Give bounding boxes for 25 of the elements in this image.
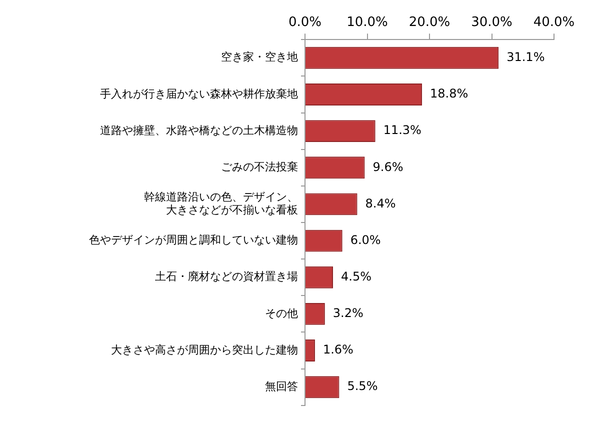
y-tick-label: ごみの不法投棄 — [221, 160, 298, 174]
y-tick-label: 土石・廃材などの資材置き場 — [155, 270, 298, 284]
data-label: 6.0% — [350, 232, 381, 247]
y-tick-label: 道路や擁壁、水路や橋などの土木構造物 — [100, 124, 298, 137]
data-label: 18.8% — [430, 86, 468, 101]
y-tick-label: 大きさや高さが周囲から突出した建物 — [111, 343, 298, 356]
data-label: 8.4% — [365, 196, 396, 210]
y-tick-label: 空き家・空き地 — [221, 50, 298, 64]
x-tick-label: 30.0% — [471, 15, 512, 30]
y-tick-label: 色やデザインが周囲と調和していない建物 — [89, 234, 298, 247]
y-tick-label: 手入れが行き届かない森林や耕作放棄地 — [100, 87, 298, 100]
y-tick-label: その他 — [265, 306, 298, 320]
data-label: 9.6% — [372, 160, 404, 174]
data-label: 3.2% — [332, 306, 364, 320]
data-label: 31.1% — [506, 50, 545, 64]
y-tick-label: 無回答 — [265, 380, 298, 393]
y-tick-label: 幹線道路沿いの色、デザイン、大きさなどが不揃いな看板 — [144, 190, 298, 217]
x-tick-label: 40.0% — [533, 15, 575, 30]
data-label: 4.5% — [341, 269, 372, 284]
data-label: 1.6% — [322, 342, 354, 357]
x-tick-label: 0.0% — [288, 15, 322, 30]
data-label: 5.5% — [347, 379, 378, 394]
data-label: 11.3% — [383, 123, 422, 138]
x-tick-label: 10.0% — [346, 15, 388, 30]
x-tick-label: 20.0% — [408, 15, 450, 30]
